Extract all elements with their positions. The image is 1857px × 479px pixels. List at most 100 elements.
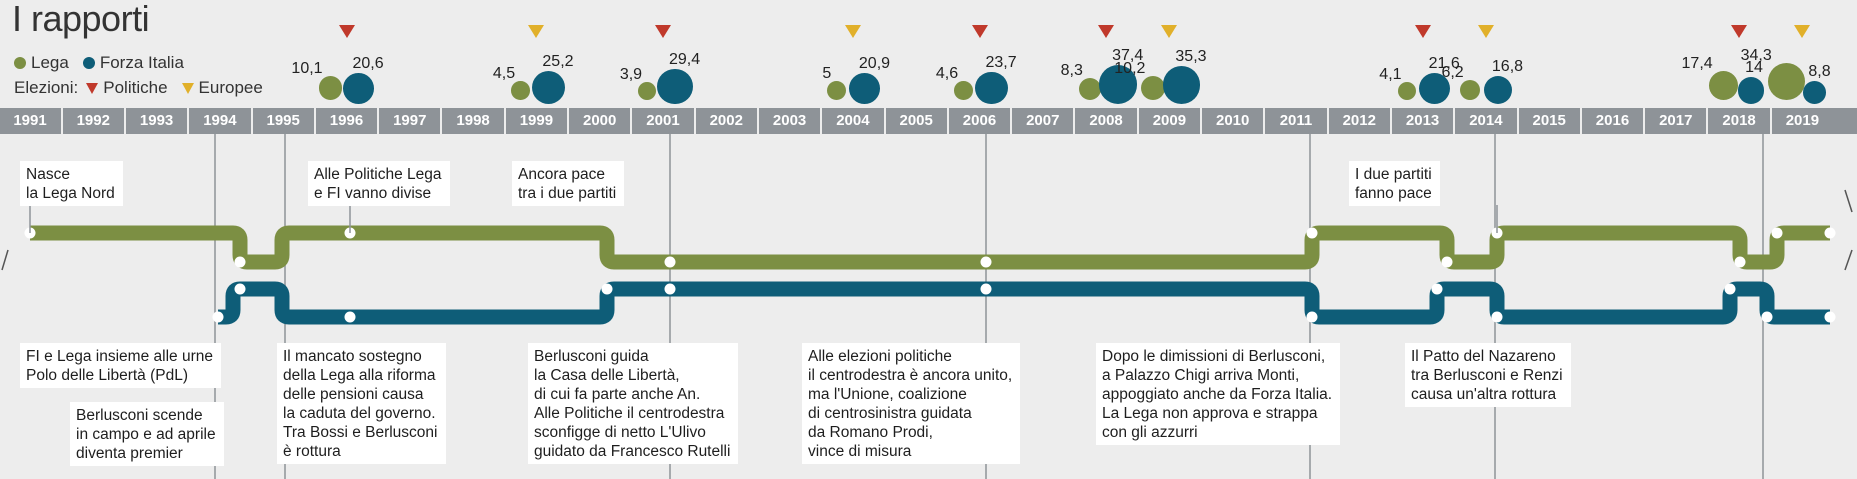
year-divider: [250, 108, 253, 134]
year-label: 1992: [76, 112, 110, 129]
fi-bubble: [1098, 65, 1138, 104]
year-divider: [1263, 108, 1266, 134]
legend-elections: Elezioni: Politiche Europee: [14, 78, 263, 98]
lega-dot-icon: [14, 57, 26, 69]
event-line: con gli azzurri: [1102, 424, 1198, 441]
lega-value: 6,2: [1441, 63, 1464, 81]
legend-parties: Lega Forza Italia: [14, 53, 184, 73]
year-label: 2007: [1026, 112, 1060, 129]
chevron-left-icon: [1, 249, 9, 271]
fi-bubble: [1737, 77, 1765, 104]
politiche-triangle-icon: [1731, 25, 1748, 38]
event-line: Il mancato sostegno: [283, 348, 422, 365]
event-line: Berlusconi guida: [534, 348, 649, 365]
lega-value: 4,1: [1379, 65, 1402, 83]
politiche-triangle-icon: [1098, 25, 1115, 38]
fi-value: 21,6: [1428, 54, 1460, 72]
year-axis: [0, 108, 1857, 134]
fi-dot-icon: [82, 57, 95, 69]
year-divider: [1643, 108, 1646, 134]
year-divider: [567, 108, 570, 134]
milestone-dot: [1306, 311, 1318, 323]
fi-bubble: [849, 73, 881, 104]
year-label: 2019: [1785, 112, 1820, 129]
lega-bubble: [511, 81, 530, 100]
year-label: 1997: [393, 112, 427, 129]
lega-bubble: [1708, 71, 1738, 100]
milestone-dot: [1824, 227, 1836, 239]
milestone-dot: [1306, 227, 1318, 239]
politiche-triangle-icon: [1414, 25, 1431, 38]
event-line: delle pensioni causa: [283, 386, 424, 403]
event-line: ma l'Unione, coalizione: [808, 386, 967, 403]
year-divider: [1579, 108, 1582, 134]
fi-bubble: [1802, 81, 1826, 104]
europee-triangle-icon: [1161, 25, 1178, 38]
fi-value: 16,8: [1491, 57, 1524, 75]
event-line: Polo delle Libertà (PdL): [26, 367, 188, 384]
event-line: è rottura: [283, 443, 341, 460]
event-line: appoggiato anche da Forza Italia.: [1102, 386, 1333, 403]
chevron-right-icon: [1844, 249, 1853, 271]
lega-value: 17,4: [1681, 55, 1713, 73]
lega-value: 4,5: [492, 65, 516, 83]
year-label: 2013: [1405, 112, 1440, 129]
event-line: tra i due partiti: [518, 185, 617, 202]
year-label: 1998: [456, 112, 490, 129]
event-line: Dopo le dimissioni di Berlusconi,: [1102, 348, 1326, 365]
event-line: il centrodestra è ancora unito,: [808, 367, 1013, 384]
fi-bubble: [343, 73, 374, 104]
event-line: la Casa delle Libertà,: [534, 367, 680, 384]
event-line: La Lega non approva e strappa: [1102, 405, 1318, 422]
lega-bubble: [1397, 81, 1416, 100]
year-divider: [313, 108, 316, 134]
fi-value: 35,3: [1175, 48, 1207, 66]
year-divider: [820, 108, 823, 134]
fi-track: [218, 281, 1830, 325]
fi-value: 20,6: [352, 55, 384, 73]
fi-bubble: [531, 70, 565, 104]
event-line: sconfigge di netto L'Ulivo: [534, 424, 706, 441]
event-line: guidato da Francesco Rutelli: [534, 443, 731, 460]
event-line: fanno pace: [1355, 185, 1432, 202]
year-label: 2009: [1152, 112, 1187, 129]
event-line: di centrosinistra guidata: [808, 405, 972, 422]
year-label: 2016: [1595, 112, 1630, 129]
year-label: 2018: [1722, 112, 1756, 129]
fi-value: 29,4: [669, 50, 701, 68]
lega-value: 34,3: [1740, 46, 1772, 64]
year-divider: [883, 108, 886, 134]
event-casa: Berlusconi guida la Casa delle Libertà, …: [528, 343, 739, 464]
fi-value: 8,8: [1808, 63, 1831, 81]
year-label: 2005: [899, 112, 933, 129]
year-divider: [60, 108, 63, 134]
year-label: 2012: [1342, 112, 1376, 129]
fi-value: 25,2: [542, 52, 574, 70]
year-divider: [630, 108, 633, 134]
event-line: e FI vanno divise: [314, 185, 432, 202]
event-nazareno: Il Patto del Nazareno tra Berlusconi e R…: [1405, 343, 1571, 407]
europee-triangle-icon: [528, 25, 545, 38]
event-line: la Lega Nord: [26, 185, 115, 202]
year-label: 1994: [203, 112, 237, 129]
milestone-dot: [664, 283, 676, 295]
year-divider: [123, 108, 126, 134]
event-monti: Dopo le dimissioni di Berlusconi, a Pala…: [1096, 343, 1341, 445]
milestone-dot: [1824, 311, 1836, 323]
lega-bubble: [1459, 79, 1481, 100]
year-divider: [756, 108, 759, 134]
politiche-triangle-icon: [655, 25, 671, 38]
milestone-dot: [664, 256, 676, 268]
year-divider: [503, 108, 506, 134]
event-line: I due partiti: [1355, 166, 1432, 183]
event-line: a Palazzo Chigi arriva Monti,: [1102, 367, 1300, 384]
event-line: Alle elezioni politiche: [808, 348, 952, 365]
milestone-dot: [234, 256, 246, 268]
year-divider: [1010, 108, 1013, 134]
fi-bubble: [1162, 66, 1201, 104]
lega-bubble: [1078, 77, 1102, 100]
event-scende: Berlusconi scende in campo e ad aprile d…: [70, 402, 224, 466]
event-line: tra Berlusconi e Renzi: [1411, 367, 1563, 384]
year-divider: [1389, 108, 1392, 134]
